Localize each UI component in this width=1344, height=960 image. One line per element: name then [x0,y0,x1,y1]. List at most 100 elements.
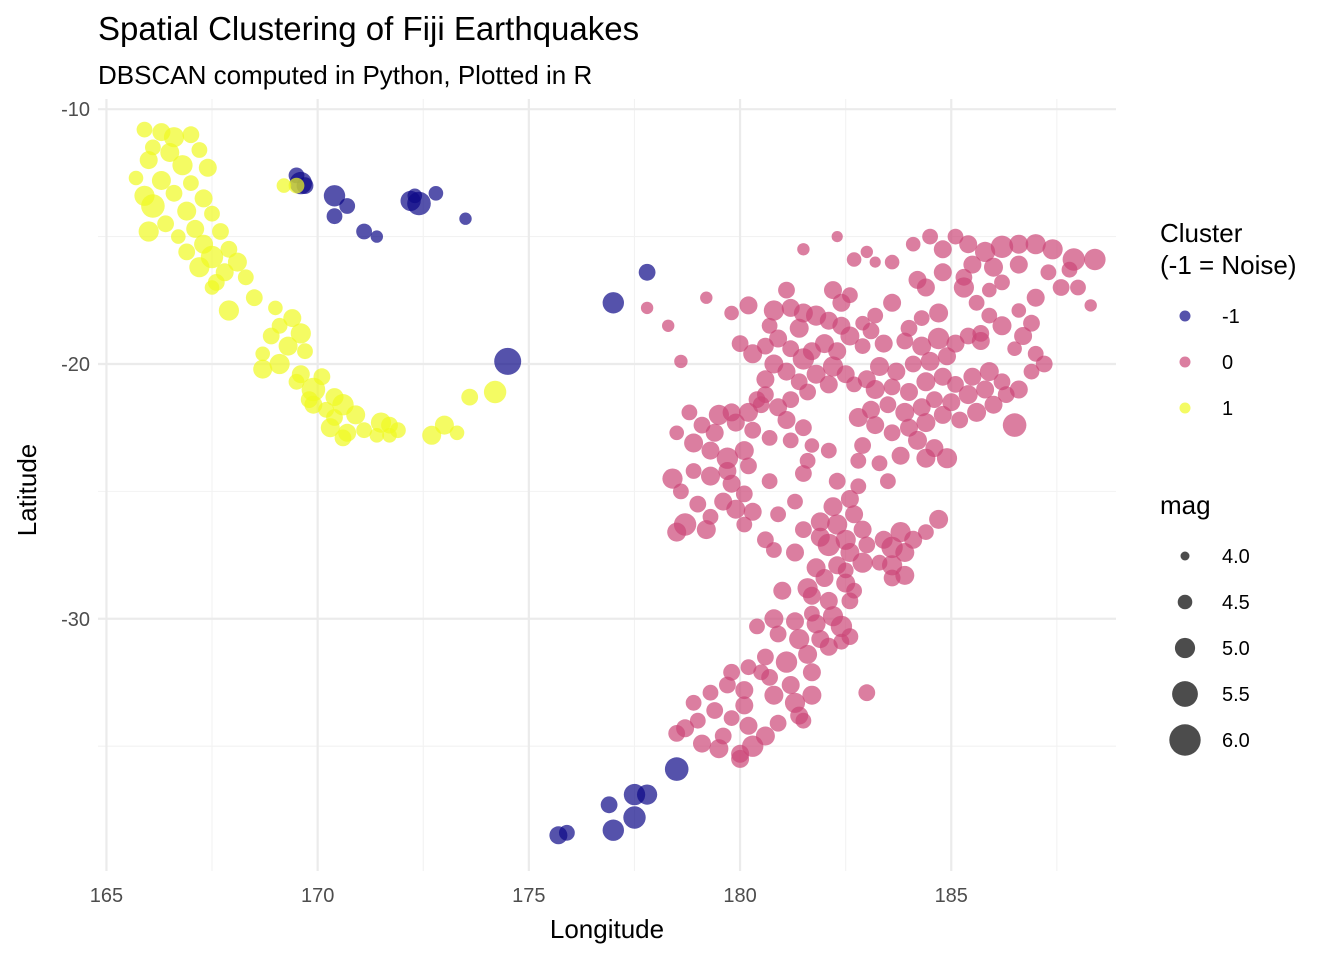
data-point [967,402,987,422]
data-point [735,681,754,700]
data-point [782,391,800,408]
data-point [731,749,750,768]
data-point [1009,380,1028,399]
legend-label: 1 [1222,398,1233,420]
data-point [896,332,914,350]
y-tick-label: -20 [61,354,90,376]
data-point [449,425,465,441]
data-point [253,359,273,379]
data-point [160,143,180,162]
chart-title: Spatial Clustering of Fiji Earthquakes [98,10,639,47]
legend-label: 0 [1222,352,1233,374]
data-point [255,346,270,362]
legend-title: Cluster [1160,218,1243,248]
data-point [662,468,683,489]
data-point [850,478,867,495]
data-point [854,338,871,354]
data-point [916,448,936,468]
data-point [194,189,213,208]
data-point [806,364,826,384]
data-point [276,178,292,193]
data-point [602,292,624,314]
data-point [927,327,950,350]
data-point [953,277,975,298]
data-point [769,329,788,348]
data-point [763,300,785,321]
data-point [916,413,936,433]
data-point [933,405,952,424]
data-point [795,465,812,482]
data-point [726,499,746,519]
data-point [959,235,978,254]
data-point [929,303,949,323]
data-point [186,219,205,238]
data-point [668,725,686,742]
data-point [789,629,810,650]
data-point [761,430,778,446]
data-point [434,415,454,435]
grid [98,99,1116,871]
data-point [756,370,775,389]
data-point [795,419,812,437]
data-point [165,184,183,202]
data-point [850,452,867,469]
data-point [664,757,689,781]
data-point [674,354,688,369]
data-point [128,170,144,186]
legend-title: (-1 = Noise) [1160,250,1297,280]
data-point [723,663,740,681]
data-point [183,175,199,192]
data-point [673,483,689,500]
data-point [769,625,787,643]
legend-key-point [1177,594,1193,610]
data-point [916,278,935,297]
legend-key-point [1179,402,1191,414]
data-point [946,334,965,353]
data-point [743,344,763,364]
data-point [422,425,442,445]
data-point [963,255,982,274]
data-point [706,702,724,719]
data-point [334,429,352,447]
data-point [323,185,346,207]
data-point [770,506,786,523]
legend-label: 4.5 [1222,592,1250,614]
data-point [172,155,193,176]
data-point [681,404,698,421]
data-point [802,586,821,605]
data-point [600,796,618,814]
legend-key-point [1180,551,1190,561]
data-point [669,425,684,441]
data-point [1052,279,1070,296]
data-point [870,357,889,376]
data-point [163,127,185,148]
data-point [1027,345,1044,362]
data-point [817,533,840,557]
data-point [880,473,896,490]
data-point [775,651,798,673]
data-point [854,437,871,454]
data-point [689,495,707,513]
data-point [700,291,713,304]
data-point [459,212,472,225]
data-point [845,505,864,524]
data-points [128,121,1106,845]
data-point [926,391,943,408]
data-point [837,562,854,579]
data-point [685,463,702,479]
data-point [786,543,804,562]
data-point [667,522,687,542]
data-point [739,716,758,735]
data-point [696,520,716,540]
magnitude-legend: mag 4.0 4.5 5.0 5.5 6.0 [1160,490,1250,756]
data-point [905,236,921,252]
data-point [151,171,171,190]
data-point [702,508,719,525]
data-point [976,380,995,399]
data-point [979,362,999,382]
data-point [136,121,153,138]
data-point [922,228,938,245]
data-point [428,186,444,201]
data-point [1026,288,1045,307]
